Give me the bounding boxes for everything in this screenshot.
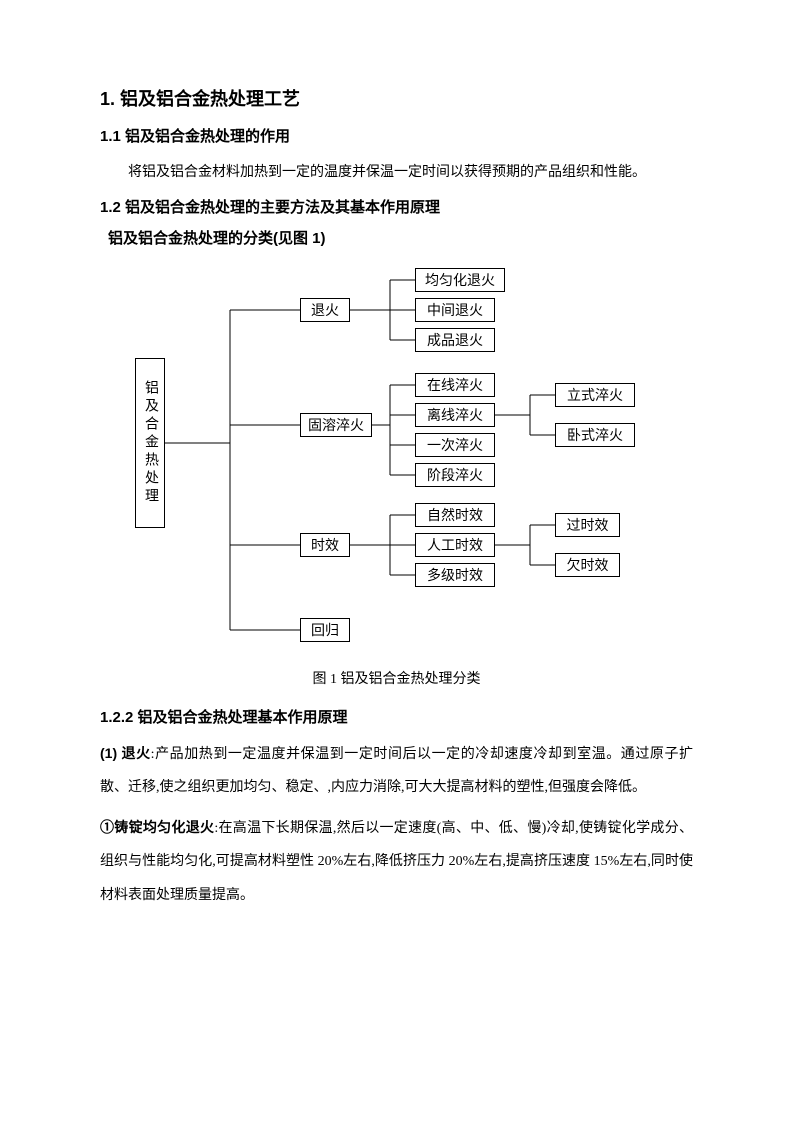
- node-homogenize-anneal: 均匀化退火: [415, 268, 505, 292]
- node-vertical-quench: 立式淬火: [555, 383, 635, 407]
- lead-anneal: (1) 退火: [100, 745, 151, 761]
- node-horizontal-quench: 卧式淬火: [555, 423, 635, 447]
- paragraph-anneal: (1) 退火:产品加热到一定温度并保温到一定时间后以一定的冷却速度冷却到室温。通…: [100, 737, 693, 805]
- node-over-aging: 过时效: [555, 513, 620, 537]
- node-intermediate-anneal: 中间退火: [415, 298, 495, 322]
- paragraph-ingot-anneal: ①铸锭均匀化退火:在高温下长期保温,然后以一定速度(高、中、低、慢)冷却,使铸锭…: [100, 811, 693, 913]
- node-solution-quench: 固溶淬火: [300, 413, 372, 437]
- tree-connectors: [100, 258, 693, 658]
- node-return: 回归: [300, 618, 350, 642]
- figure-caption: 图 1 铝及铝合金热处理分类: [100, 668, 693, 688]
- node-online-quench: 在线淬火: [415, 373, 495, 397]
- text-anneal: :产品加热到一定温度并保温到一定时间后以一定的冷却速度冷却到室温。通过原子扩散、…: [100, 747, 693, 796]
- paragraph-1-1: 将铝及铝合金材料加热到一定的温度并保温一定时间以获得预期的产品组织和性能。: [100, 156, 693, 190]
- node-artificial-aging: 人工时效: [415, 533, 495, 557]
- node-natural-aging: 自然时效: [415, 503, 495, 527]
- heading-1-2-sub: 铝及铝合金热处理的分类(见图 1): [108, 227, 693, 248]
- node-multistage-aging: 多级时效: [415, 563, 495, 587]
- tree-diagram: 铝及合金热处理 退火 固溶淬火 时效 回归 均匀化退火 中间退火 成品退火 在线…: [100, 258, 693, 658]
- node-root: 铝及合金热处理: [135, 358, 165, 528]
- heading-1-1: 1.1 铝及铝合金热处理的作用: [100, 125, 693, 146]
- heading-1: 1. 铝及铝合金热处理工艺: [100, 85, 693, 111]
- node-finish-anneal: 成品退火: [415, 328, 495, 352]
- node-aging: 时效: [300, 533, 350, 557]
- node-anneal: 退火: [300, 298, 350, 322]
- heading-1-2: 1.2 铝及铝合金热处理的主要方法及其基本作用原理: [100, 196, 693, 217]
- node-under-aging: 欠时效: [555, 553, 620, 577]
- node-stage-quench: 阶段淬火: [415, 463, 495, 487]
- lead-ingot-anneal: ①铸锭均匀化退火: [100, 819, 214, 835]
- page: 1. 铝及铝合金热处理工艺 1.1 铝及铝合金热处理的作用 将铝及铝合金材料加热…: [0, 0, 793, 1122]
- node-single-quench: 一次淬火: [415, 433, 495, 457]
- node-offline-quench: 离线淬火: [415, 403, 495, 427]
- heading-1-2-2: 1.2.2 铝及铝合金热处理基本作用原理: [100, 706, 693, 727]
